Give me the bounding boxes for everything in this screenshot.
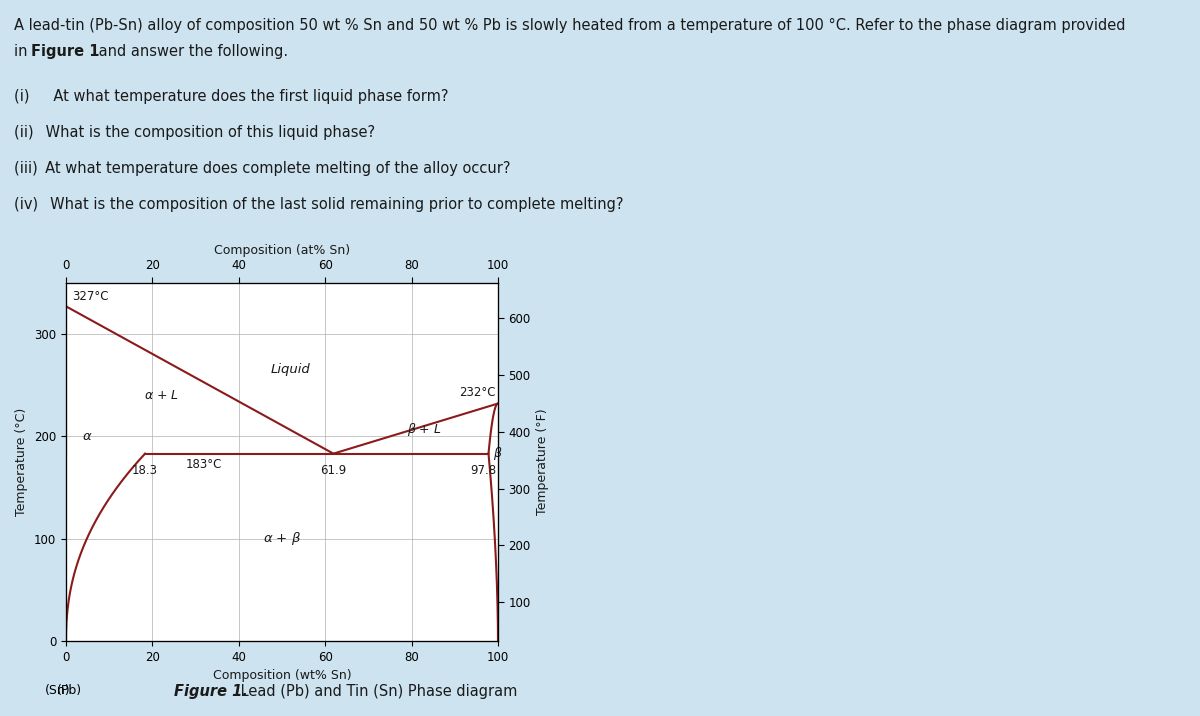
Text: Figure 1: Figure 1: [31, 44, 100, 59]
Text: Liquid: Liquid: [271, 363, 311, 377]
Text: (ii)  What is the composition of this liquid phase?: (ii) What is the composition of this liq…: [14, 125, 376, 140]
Text: Figure 1.: Figure 1.: [174, 684, 247, 699]
Text: in: in: [14, 44, 32, 59]
Text: (iii) At what temperature does complete melting of the alloy occur?: (iii) At what temperature does complete …: [14, 161, 511, 176]
X-axis label: Composition (at% Sn): Composition (at% Sn): [214, 244, 350, 257]
Text: and answer the following.: and answer the following.: [94, 44, 288, 59]
Text: 61.9: 61.9: [320, 464, 347, 477]
Text: $\beta$: $\beta$: [493, 445, 503, 462]
Text: (Pb): (Pb): [58, 684, 83, 697]
X-axis label: Composition (wt% Sn): Composition (wt% Sn): [212, 669, 352, 682]
Text: (i)   At what temperature does the first liquid phase form?: (i) At what temperature does the first l…: [14, 90, 449, 105]
Y-axis label: Temperature (°F): Temperature (°F): [536, 409, 550, 515]
Text: Lead (Pb) and Tin (Sn) Phase diagram: Lead (Pb) and Tin (Sn) Phase diagram: [236, 684, 517, 699]
Text: $\alpha$ + $\beta$: $\alpha$ + $\beta$: [263, 530, 301, 547]
Text: 183°C: 183°C: [186, 458, 222, 470]
Text: $\beta$ + L: $\beta$ + L: [407, 420, 442, 437]
Text: (Sn): (Sn): [44, 684, 71, 697]
Text: A lead-tin (Pb-Sn) alloy of composition 50 wt % Sn and 50 wt % Pb is slowly heat: A lead-tin (Pb-Sn) alloy of composition …: [14, 18, 1126, 33]
Text: $\alpha$ + L: $\alpha$ + L: [144, 389, 179, 402]
Text: $\alpha$: $\alpha$: [83, 430, 92, 442]
Y-axis label: Temperature (°C): Temperature (°C): [16, 407, 29, 516]
Text: 18.3: 18.3: [132, 464, 158, 477]
Text: 97.8: 97.8: [470, 464, 496, 477]
Text: (iv)  What is the composition of the last solid remaining prior to complete melt: (iv) What is the composition of the last…: [14, 197, 624, 212]
Text: 327°C: 327°C: [72, 290, 109, 304]
Text: 232°C: 232°C: [460, 387, 496, 400]
